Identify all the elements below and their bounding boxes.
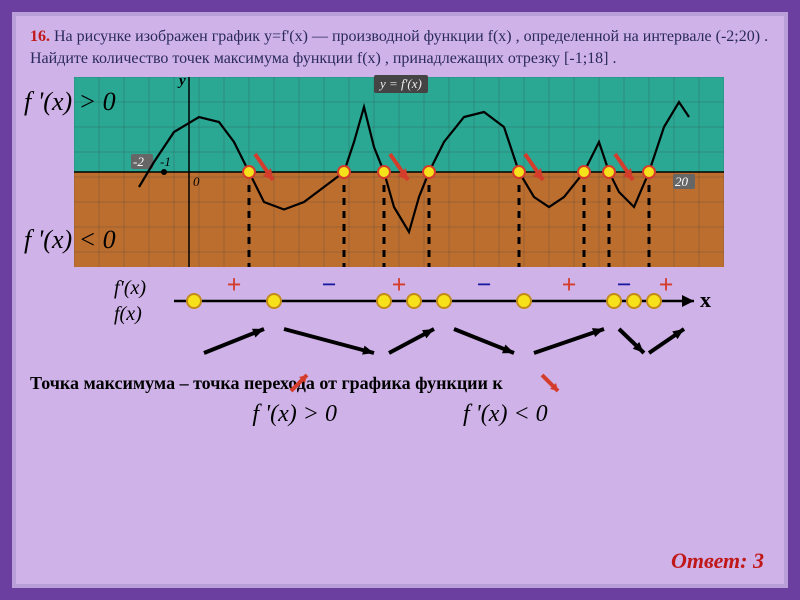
slide-frame: 16. На рисунке изображен график y=f'(x) … xyxy=(12,12,788,588)
svg-text:-2: -2 xyxy=(133,154,144,169)
problem-text: 16. На рисунке изображен график y=f'(x) … xyxy=(24,24,776,77)
svg-text:+: + xyxy=(562,271,577,299)
bottom-formula-pos: f '(x) > 0 xyxy=(252,401,337,427)
explanation-text: Точка максимума – точка перехода от граф… xyxy=(24,361,776,399)
arrow-down-icon xyxy=(538,369,564,395)
graph-label: y = f'(x) xyxy=(374,75,428,93)
f-row-label: f(x) xyxy=(114,303,142,326)
problem-body: На рисунке изображен график y=f'(x) — пр… xyxy=(30,28,768,67)
problem-number: 16. xyxy=(30,28,50,45)
formula-derivative-positive: f '(x) > 0 xyxy=(24,87,116,117)
derivative-chart: -2 -1 0 20 xyxy=(74,77,724,267)
formula-derivative-negative: f '(x) < 0 xyxy=(24,225,116,255)
svg-text:-1: -1 xyxy=(160,154,171,169)
arrow-up-icon xyxy=(287,369,313,395)
y-axis-label: y xyxy=(179,73,186,90)
svg-text:−: − xyxy=(322,271,337,299)
svg-text:−: − xyxy=(617,271,632,299)
answer-text: Ответ: 3 xyxy=(671,548,764,574)
explanation-body: Точка максимума – точка перехода от граф… xyxy=(30,373,503,393)
svg-text:+: + xyxy=(227,271,242,299)
bottom-formulas: f '(x) > 0 f '(x) < 0 xyxy=(24,399,776,428)
svg-text:20: 20 xyxy=(675,174,689,189)
svg-text:+: + xyxy=(659,271,674,299)
svg-text:−: − xyxy=(477,271,492,299)
svg-text:+: + xyxy=(392,271,407,299)
sign-line-container: f'(x) f(x) x+−+−+−+ xyxy=(74,271,724,361)
fprime-row-label: f'(x) xyxy=(114,277,146,300)
svg-text:x: x xyxy=(700,287,711,312)
chart-container: y y = f'(x) f '(x) > 0 f '(x) < 0 -2-102… xyxy=(74,77,724,267)
svg-text:0: 0 xyxy=(193,174,200,189)
bottom-formula-neg: f '(x) < 0 xyxy=(463,401,548,427)
sign-line: x+−+−+−+ xyxy=(74,271,724,361)
